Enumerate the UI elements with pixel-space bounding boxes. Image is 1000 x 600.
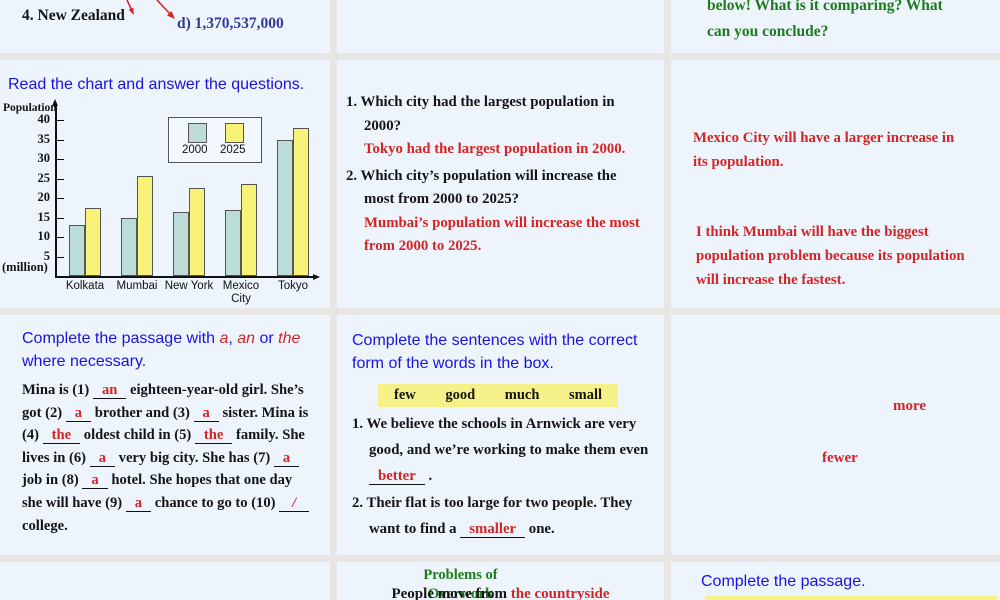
y-axis-line <box>55 106 57 277</box>
y-tick-mark <box>55 237 64 239</box>
answer-1: Tokyo had the largest population in 2000… <box>364 141 626 157</box>
population-bar-chart: Population (million) 2000 2025 40 35 30 25 2… <box>0 60 330 308</box>
x-category-label: New York <box>164 280 214 292</box>
overlapping-line: Overwork People move from the countrysid… <box>337 586 664 600</box>
y-tick-mark <box>55 178 64 180</box>
bar-2025-mumbai <box>137 175 153 276</box>
x-category-label: Mumbai <box>116 280 158 292</box>
x-category-label: Tokyo <box>277 280 309 292</box>
cell-wordbox-exercise: Complete the sentences with the correct … <box>337 315 664 555</box>
legend-label-2000: 2000 <box>182 144 208 156</box>
y-axis-arrow <box>52 99 58 106</box>
y-tick-mark <box>55 256 64 258</box>
cell-complete-passage: Complete the passage. <box>671 562 1000 600</box>
y-tick-label: 40 <box>37 112 51 126</box>
red-answer-more: more <box>893 398 927 414</box>
mina-passage: Mina is (1) an eighteen-year-old girl. S… <box>22 382 310 534</box>
y-tick-mark <box>55 139 64 141</box>
bar-2000-tokyo <box>277 139 293 276</box>
bar-2000-mexico-city <box>225 210 241 276</box>
cell-empty-bottom-left <box>0 562 330 600</box>
question-1: 1. Which city had the largest population… <box>346 94 615 134</box>
red-arrow-lines <box>126 0 175 19</box>
red-note-mexico-city: Mexico City will have a larger increase … <box>693 130 955 170</box>
y-tick-mark <box>55 159 64 161</box>
bar-2000-mumbai <box>121 217 137 276</box>
list-item-new-zealand: 4. New Zealand <box>22 7 125 24</box>
legend-swatch-2025 <box>225 123 244 143</box>
cell-more-fewer: more fewer <box>671 315 1000 555</box>
word-box: few good much small <box>378 384 618 407</box>
y-axis-label-top: Population <box>3 102 57 114</box>
passage-first-line: People move from the countryside <box>391 586 610 600</box>
green-question-line2: can you conclude? <box>707 23 829 40</box>
y-tick-mark <box>55 198 64 200</box>
legend-swatch-2000 <box>188 123 207 143</box>
green-heading-line2: Overwork <box>427 586 494 600</box>
cell-population-chart: Read the chart and answer the questions.… <box>0 60 330 308</box>
cell-problems-passage: Problems of Overwork People move from th… <box>337 562 664 600</box>
y-tick-mark <box>55 217 64 219</box>
chart-questions: 1. Which city had the largest population… <box>346 91 648 262</box>
sentence-1: 1. We believe the schools in Arnwick are… <box>352 416 649 485</box>
x-category-label: Mexico City <box>222 280 260 305</box>
cell-red-notes: Mexico City will have a larger increase … <box>671 60 1000 308</box>
bar-2000-kolkata <box>69 225 85 276</box>
legend-label-2025: 2025 <box>220 144 246 156</box>
y-tick-mark <box>55 120 64 122</box>
chart-cell-title: Read the chart and answer the questions. <box>8 76 305 93</box>
answer-2: Mumbai’s population will increase the mo… <box>364 214 640 255</box>
bar-2000-new-york <box>173 212 189 276</box>
cell-empty-top-center <box>337 0 664 53</box>
cell-chart-questions: 1. Which city had the largest population… <box>337 60 664 308</box>
y-tick-label: 35 <box>37 131 51 146</box>
matched-answer-d: d) 1,370,537,000 <box>177 15 284 32</box>
chart-legend: 2000 2025 <box>168 117 262 163</box>
bar-2025-new-york <box>189 187 205 276</box>
question-2: 2. Which city’s population will increase… <box>346 167 617 208</box>
wordbox-exercise-title: Complete the sentences with the correct … <box>352 332 638 372</box>
green-heading-line1: Problems of <box>423 567 498 583</box>
red-answer-fewer: fewer <box>822 450 858 466</box>
wordbox-exercise: Complete the sentences with the correct … <box>352 329 652 543</box>
cell-numbers-answer: 4. New Zealand d) 1,370,537,000 <box>0 0 330 53</box>
green-question-line1: below! What is it comparing? What <box>707 0 943 14</box>
y-tick-label: 20 <box>37 190 51 204</box>
complete-passage-title: Complete the passage. <box>701 573 866 590</box>
bar-2025-tokyo <box>293 127 309 276</box>
y-axis-label-unit: (million) <box>2 260 48 274</box>
y-tick-label: 10 <box>37 229 51 243</box>
articles-exercise: Complete the passage with a, an or the w… <box>22 327 316 537</box>
cell-articles-passage: Complete the passage with a, an or the w… <box>0 315 330 555</box>
cell-green-question: below! What is it comparing? What can yo… <box>671 0 1000 53</box>
y-tick-label: 30 <box>37 151 51 165</box>
y-tick-label: 15 <box>37 209 51 224</box>
sentence-2: 2. Their flat is too large for two peopl… <box>352 495 633 539</box>
bar-2025-kolkata <box>85 207 101 276</box>
articles-exercise-title: Complete the passage with a, an or the w… <box>22 330 301 370</box>
red-note-mumbai: I think Mumbai will have the biggest pop… <box>696 224 965 288</box>
x-axis-arrow <box>313 273 320 280</box>
green-question-text: below! What is it comparing? What can yo… <box>707 0 992 45</box>
wordbox-top-edge <box>705 596 997 600</box>
y-tick-label: 25 <box>37 170 51 185</box>
bar-2025-mexico-city <box>241 183 257 276</box>
y-tick-label: 5 <box>43 248 50 263</box>
x-category-label: Kolkata <box>65 280 105 292</box>
x-axis-line <box>55 276 315 278</box>
